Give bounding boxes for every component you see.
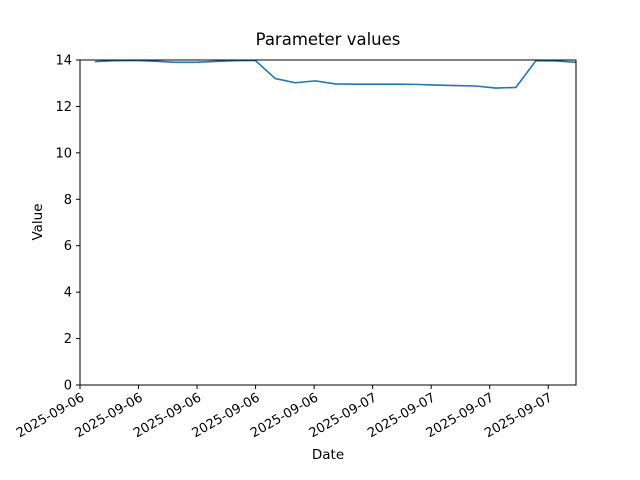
x-axis-label: Date: [312, 447, 344, 463]
y-tick-label: 4: [64, 286, 72, 301]
chart-title: Parameter values: [256, 30, 401, 49]
y-tick-label: 14: [55, 54, 72, 69]
y-tick-label: 8: [64, 193, 72, 208]
y-tick-label: 0: [64, 379, 72, 394]
y-tick-label: 2: [64, 332, 72, 347]
y-axis-label: Value: [30, 203, 46, 240]
y-tick-label: 6: [64, 239, 72, 254]
series-line: [94, 59, 577, 89]
data-series: [94, 59, 577, 89]
y-tick-label: 12: [55, 100, 72, 115]
y-tick-label: 10: [55, 146, 72, 161]
y-axis-ticks: 0 2 4 6 8 10 12 14: [55, 54, 80, 394]
plot-border: [79, 59, 577, 386]
x-axis-ticks: 2025-09-062025-09-062025-09-062025-09-06…: [14, 385, 555, 441]
